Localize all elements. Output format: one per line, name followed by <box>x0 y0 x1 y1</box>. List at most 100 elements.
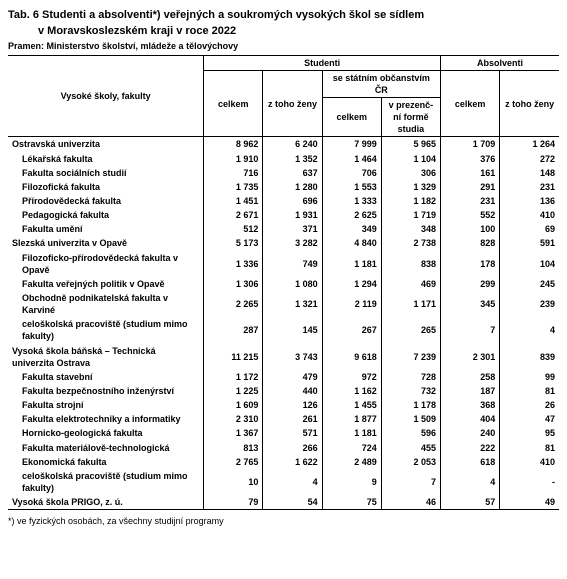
cell-value: 11 215 <box>204 344 263 370</box>
cell-value: 2 265 <box>204 291 263 317</box>
cell-value: 1 877 <box>322 412 381 426</box>
cell-value: 618 <box>441 455 500 469</box>
header-grad-total: celkem <box>441 70 500 137</box>
row-label: Fakulta stavební <box>8 370 204 384</box>
cell-value: 5 173 <box>204 236 263 250</box>
cell-value: 828 <box>441 236 500 250</box>
cell-value: 637 <box>263 166 322 180</box>
cell-value: 2 765 <box>204 455 263 469</box>
row-label: Fakulta veřejných politik v Opavě <box>8 277 204 291</box>
cell-value: 299 <box>441 277 500 291</box>
cell-value: 410 <box>500 208 559 222</box>
header-graduates: Absolventi <box>441 55 559 70</box>
row-label: Pedagogická fakulta <box>8 208 204 222</box>
cell-value: 1 162 <box>322 384 381 398</box>
cell-value: 1 509 <box>381 412 440 426</box>
cell-value: 404 <box>441 412 500 426</box>
cell-value: 716 <box>204 166 263 180</box>
cell-value: 2 301 <box>441 344 500 370</box>
cell-value: 455 <box>381 441 440 455</box>
cell-value: 1 336 <box>204 251 263 277</box>
cell-value: 6 240 <box>263 137 322 152</box>
cell-value: 1 225 <box>204 384 263 398</box>
table-source: Pramen: Ministerstvo školství, mládeže a… <box>8 41 559 51</box>
cell-value: 81 <box>500 441 559 455</box>
cell-value: 222 <box>441 441 500 455</box>
row-label: Slezská univerzita v Opavě <box>8 236 204 250</box>
cell-value: 1 622 <box>263 455 322 469</box>
row-label: Fakulta materiálově-technologická <box>8 441 204 455</box>
cell-value: 2 310 <box>204 412 263 426</box>
header-citizenship: se státním občanstvím ČR <box>322 70 440 97</box>
cell-value: 2 053 <box>381 455 440 469</box>
row-label: Fakulta bezpečnostního inženýrství <box>8 384 204 398</box>
cell-value: 3 743 <box>263 344 322 370</box>
cell-value: 46 <box>381 495 440 510</box>
cell-value: 2 489 <box>322 455 381 469</box>
row-label: Lékařská fakulta <box>8 152 204 166</box>
cell-value: 7 <box>441 317 500 343</box>
cell-value: 126 <box>263 398 322 412</box>
cell-value: 240 <box>441 426 500 440</box>
cell-value: 724 <box>322 441 381 455</box>
cell-value: 148 <box>500 166 559 180</box>
cell-value: 1 181 <box>322 426 381 440</box>
cell-value: 75 <box>322 495 381 510</box>
header-grad-women: z toho ženy <box>500 70 559 137</box>
cell-value: 26 <box>500 398 559 412</box>
cell-value: 7 999 <box>322 137 381 152</box>
cell-value: 5 965 <box>381 137 440 152</box>
cell-value: 291 <box>441 180 500 194</box>
cell-value: 1 367 <box>204 426 263 440</box>
cell-value: 839 <box>500 344 559 370</box>
cell-value: 2 119 <box>322 291 381 317</box>
row-label: Ekonomická fakulta <box>8 455 204 469</box>
cell-value: 1 609 <box>204 398 263 412</box>
cell-value: 706 <box>322 166 381 180</box>
cell-value: 2 625 <box>322 208 381 222</box>
cell-value: 239 <box>500 291 559 317</box>
cell-value: 187 <box>441 384 500 398</box>
row-label: celoškolská pracoviště (studium mimo fak… <box>8 317 204 343</box>
cell-value: 512 <box>204 222 263 236</box>
cell-value: 161 <box>441 166 500 180</box>
header-fulltime: v prezenč- ní formě studia <box>381 98 440 137</box>
cell-value: 306 <box>381 166 440 180</box>
cell-value: 3 282 <box>263 236 322 250</box>
cell-value: 2 671 <box>204 208 263 222</box>
cell-value: 266 <box>263 441 322 455</box>
cell-value: 1 172 <box>204 370 263 384</box>
cell-value: 231 <box>500 180 559 194</box>
cell-value: 4 <box>441 469 500 495</box>
cell-value: 95 <box>500 426 559 440</box>
header-citizenship-total: celkem <box>322 98 381 137</box>
cell-value: 571 <box>263 426 322 440</box>
cell-value: 231 <box>441 194 500 208</box>
row-label: Vysoká škola báňská – Technická univerzi… <box>8 344 204 370</box>
cell-value: 100 <box>441 222 500 236</box>
cell-value: 1 171 <box>381 291 440 317</box>
table-body: Ostravská univerzita8 9626 2407 9995 965… <box>8 137 559 510</box>
cell-value: 371 <box>263 222 322 236</box>
cell-value: 4 840 <box>322 236 381 250</box>
cell-value: 1 333 <box>322 194 381 208</box>
row-label: Filozoficko-přírodovědecká fakulta v Opa… <box>8 251 204 277</box>
cell-value: 1 182 <box>381 194 440 208</box>
cell-value: 1 294 <box>322 277 381 291</box>
cell-value: 591 <box>500 236 559 250</box>
cell-value: 8 962 <box>204 137 263 152</box>
cell-value: 479 <box>263 370 322 384</box>
row-label: Filozofická fakulta <box>8 180 204 194</box>
cell-value: 287 <box>204 317 263 343</box>
cell-value: 1 735 <box>204 180 263 194</box>
row-label: celoškolská pracoviště (studium mimo fak… <box>8 469 204 495</box>
cell-value: 838 <box>381 251 440 277</box>
cell-value: 4 <box>263 469 322 495</box>
cell-value: 1 352 <box>263 152 322 166</box>
cell-value: 7 239 <box>381 344 440 370</box>
header-students-total: celkem <box>204 70 263 137</box>
cell-value: 47 <box>500 412 559 426</box>
cell-value: 376 <box>441 152 500 166</box>
row-label: Přírodovědecká fakulta <box>8 194 204 208</box>
cell-value: 1 709 <box>441 137 500 152</box>
